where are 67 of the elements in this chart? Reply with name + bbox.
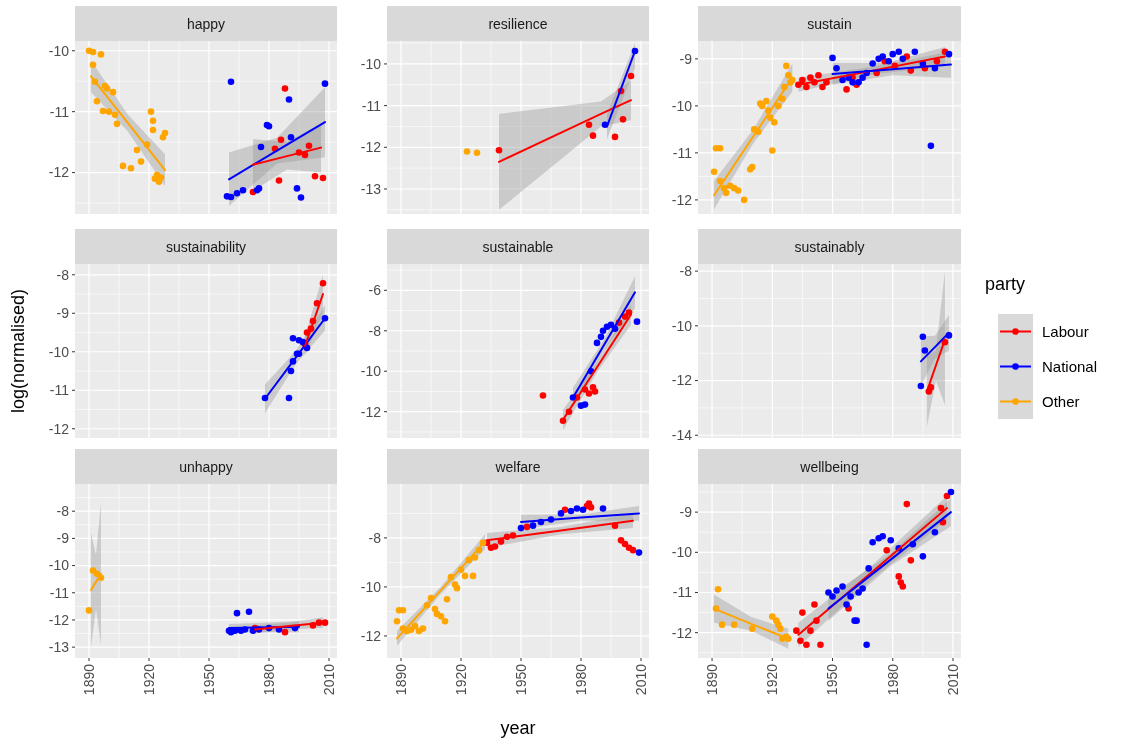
x-tick-label: 1920 bbox=[140, 663, 157, 696]
y-tick-label: -8 bbox=[56, 503, 70, 520]
y-tick-label: -6 bbox=[368, 282, 382, 299]
y-tick-label: -9 bbox=[679, 504, 693, 521]
y-tick-label: -12 bbox=[360, 139, 382, 156]
y-tick-label: -9 bbox=[56, 305, 70, 322]
x-tick-label: 1890 bbox=[703, 663, 720, 696]
chart-title: wellbeing bbox=[799, 458, 859, 475]
y-tick-label: -12 bbox=[48, 420, 70, 437]
chart-title: resilience bbox=[488, 15, 548, 32]
y-tick-label: -10 bbox=[360, 578, 382, 595]
y-tick-label: -12 bbox=[671, 191, 693, 208]
x-tick-label: 1980 bbox=[572, 663, 589, 696]
chart-title: happy bbox=[186, 15, 226, 32]
y-tick-label: -10 bbox=[671, 317, 693, 334]
y-tick-label: -10 bbox=[671, 544, 693, 561]
y-tick-label: -13 bbox=[48, 639, 70, 656]
y-axis-title: log(normalised) bbox=[8, 288, 28, 414]
y-tick-label: -10 bbox=[360, 55, 382, 72]
y-tick-label: -12 bbox=[48, 611, 70, 628]
legend-label: Other bbox=[1042, 392, 1080, 410]
x-tick-label: 1950 bbox=[200, 663, 217, 696]
y-tick-label: -10 bbox=[48, 42, 70, 59]
y-tick-label: -8 bbox=[368, 529, 382, 546]
x-tick-label: 1950 bbox=[512, 663, 529, 696]
chart-title: welfare bbox=[494, 458, 541, 475]
x-tick-label: 1920 bbox=[452, 663, 469, 696]
chart-title: sustainably bbox=[794, 238, 865, 255]
y-tick-label: -9 bbox=[679, 50, 693, 67]
chart-title: sustainability bbox=[165, 238, 247, 255]
legend-label: National bbox=[1042, 357, 1098, 375]
y-tick-label: -12 bbox=[360, 403, 382, 420]
x-tick-label: 1890 bbox=[80, 663, 97, 696]
x-tick-label: 1890 bbox=[392, 663, 409, 696]
y-tick-label: -8 bbox=[368, 322, 382, 339]
x-tick-label: 2010 bbox=[320, 663, 337, 696]
y-tick-label: -12 bbox=[671, 624, 693, 641]
chart-title: sustain bbox=[807, 15, 852, 32]
chart-title: unhappy bbox=[179, 458, 233, 475]
x-tick-label: 1980 bbox=[884, 663, 901, 696]
y-tick-label: -14 bbox=[671, 427, 693, 444]
chart-title: sustainable bbox=[482, 238, 554, 255]
y-tick-label: -8 bbox=[679, 263, 693, 280]
y-tick-label: -11 bbox=[672, 584, 693, 601]
x-tick-label: 2010 bbox=[632, 663, 649, 696]
x-axis-title: year bbox=[500, 718, 536, 738]
y-tick-label: -10 bbox=[671, 97, 693, 114]
y-tick-label: -13 bbox=[360, 180, 382, 197]
x-tick-label: 1980 bbox=[260, 663, 277, 696]
y-tick-label: -12 bbox=[360, 627, 382, 644]
x-tick-label: 2010 bbox=[944, 663, 961, 696]
y-tick-label: -11 bbox=[672, 144, 693, 161]
y-tick-label: -10 bbox=[360, 363, 382, 380]
y-tick-label: -8 bbox=[56, 266, 70, 283]
x-tick-label: 1950 bbox=[824, 663, 841, 696]
y-tick-label: -11 bbox=[361, 97, 382, 114]
y-tick-label: -12 bbox=[48, 164, 70, 181]
legend-label: Labour bbox=[1042, 322, 1089, 340]
y-tick-label: -11 bbox=[49, 382, 70, 399]
x-tick-label: 1920 bbox=[764, 663, 781, 696]
y-tick-label: -12 bbox=[671, 372, 693, 389]
y-tick-label: -9 bbox=[56, 530, 70, 547]
y-tick-label: -10 bbox=[48, 343, 70, 360]
y-tick-label: -10 bbox=[48, 557, 70, 574]
y-tick-label: -11 bbox=[49, 584, 70, 601]
legend-title: party bbox=[985, 274, 1026, 294]
y-tick-label: -11 bbox=[49, 103, 70, 120]
